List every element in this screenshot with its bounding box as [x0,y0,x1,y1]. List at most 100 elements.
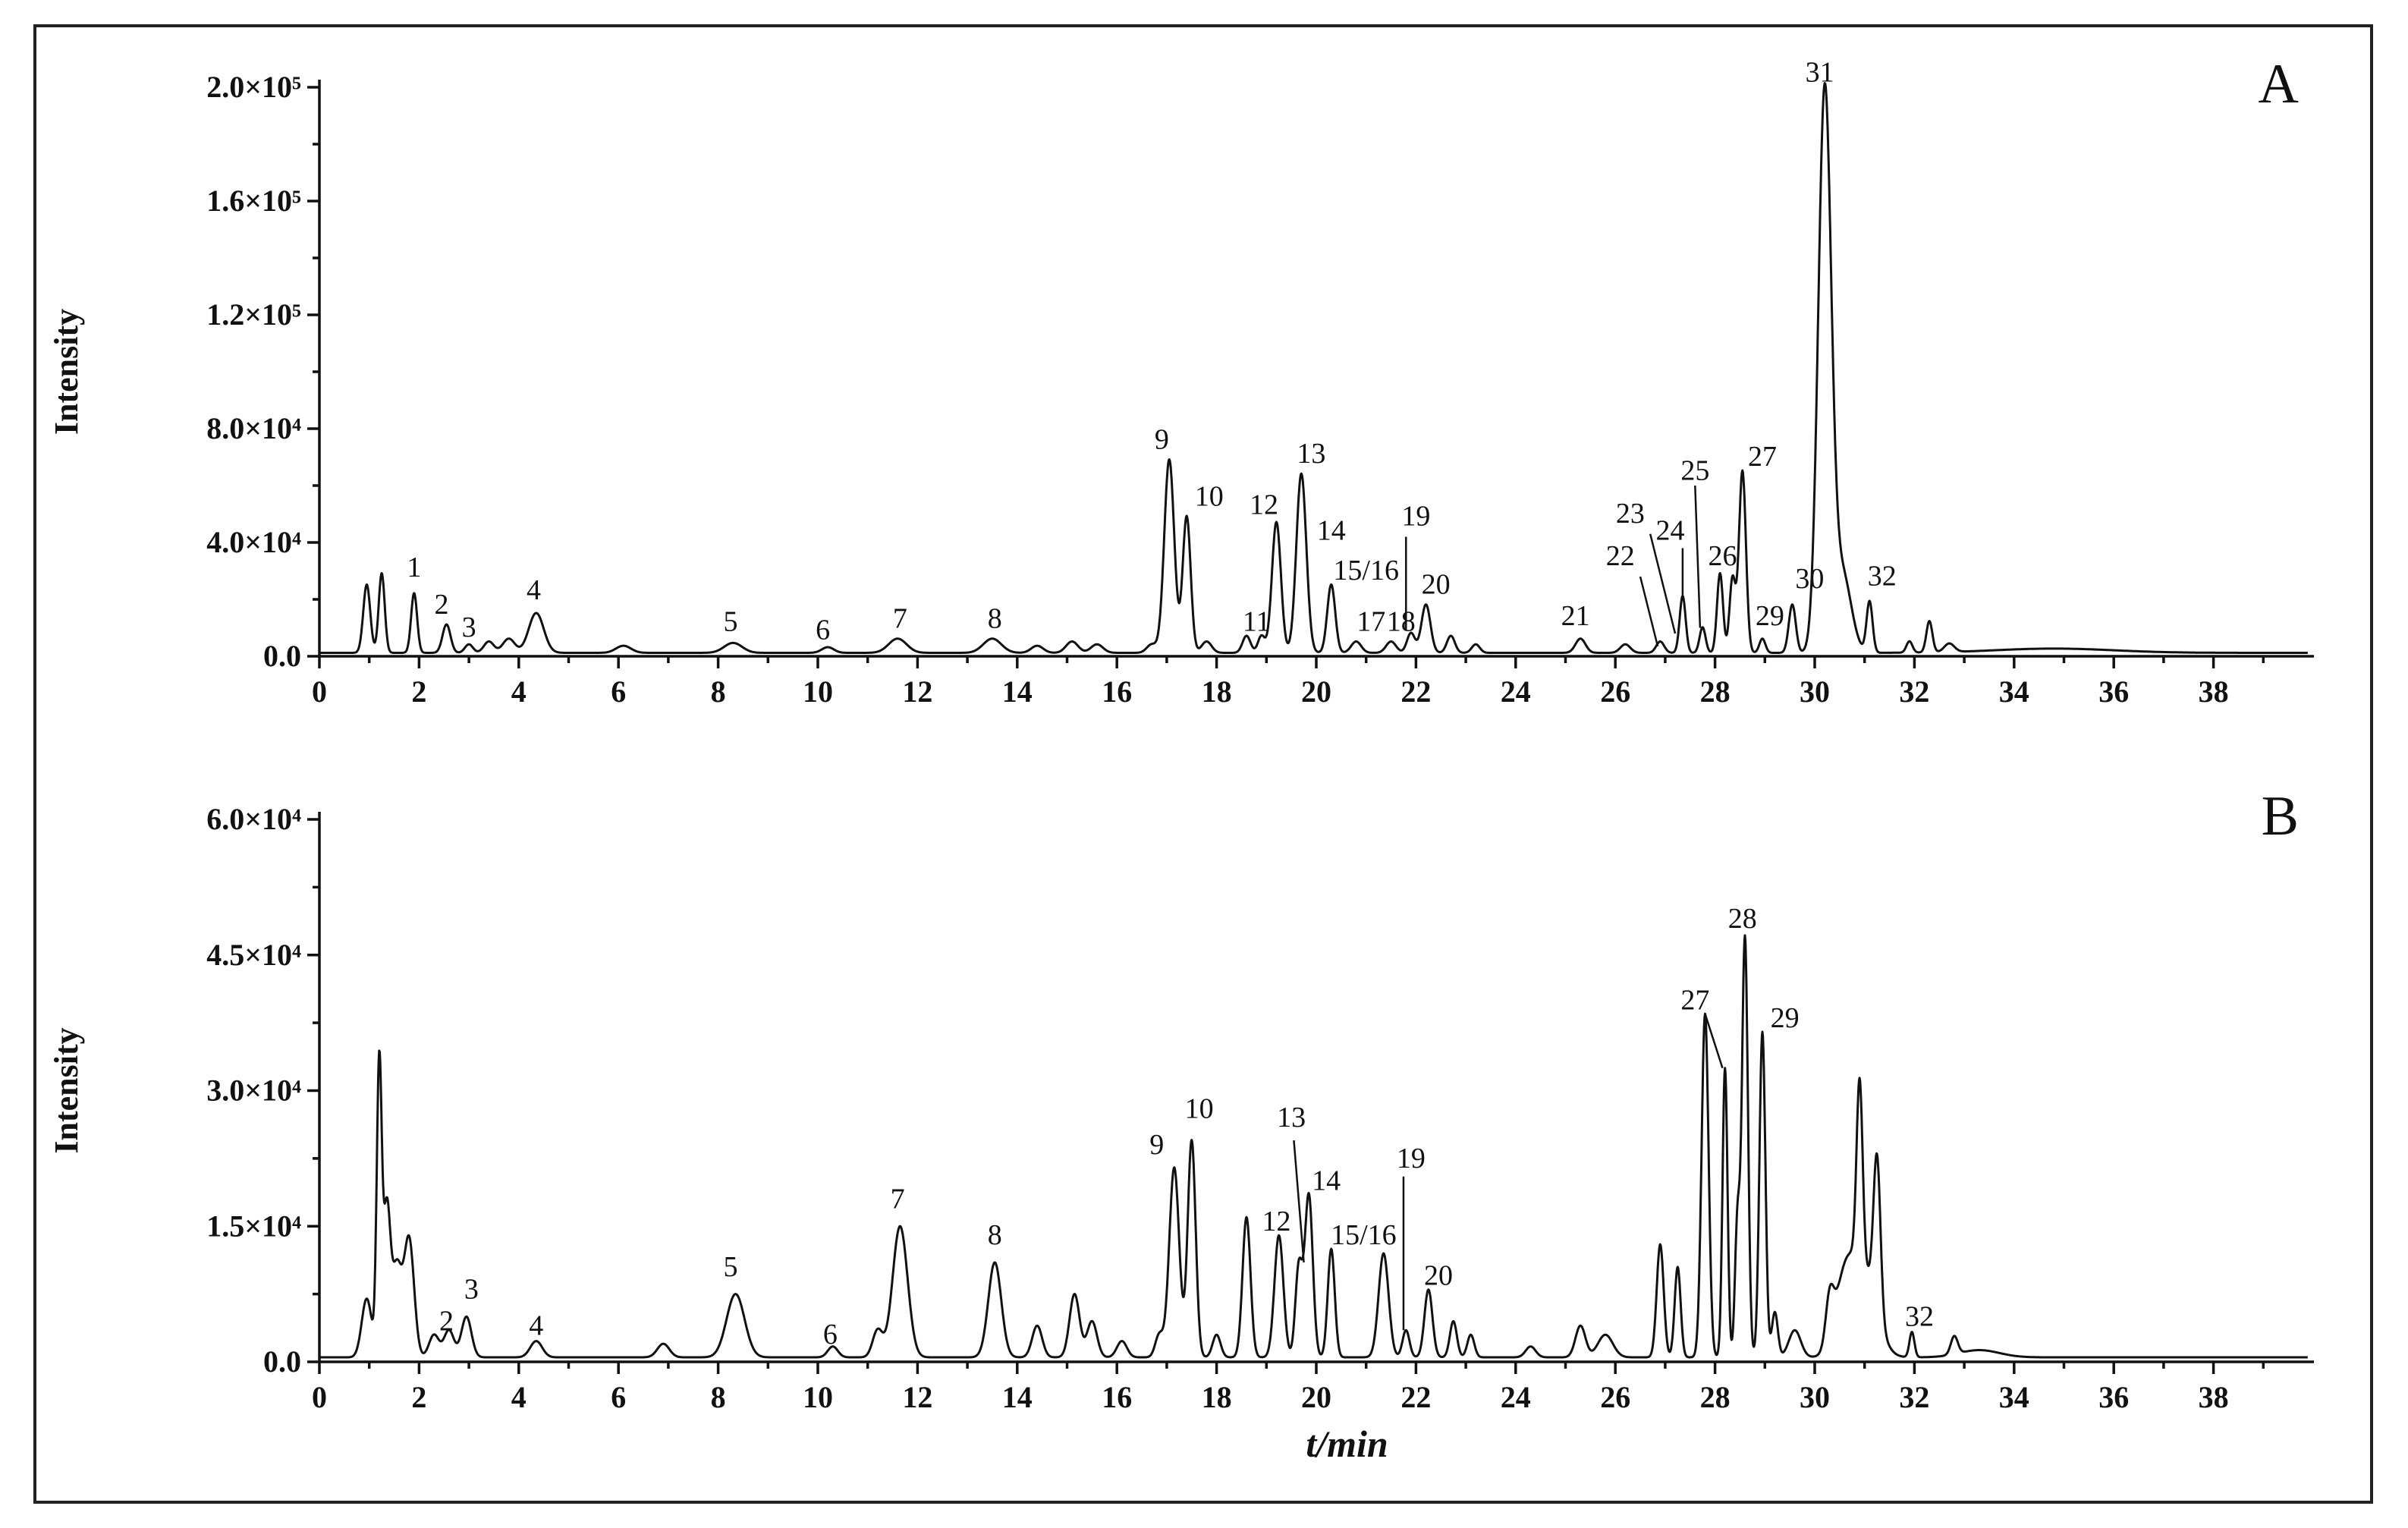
peak-label: 14 [1312,1165,1341,1197]
peak-leader-line [1694,485,1702,628]
x-tick-label: 18 [1202,1380,1232,1414]
y-tick-label: 2.0×10⁵ [206,70,301,104]
peak-label: 8 [988,1219,1002,1251]
peak-label: 17 [1356,605,1385,637]
x-tick-label: 16 [1102,1380,1132,1414]
peak-label: 2 [434,589,448,621]
peak-label: 32 [1868,560,1897,592]
peak-label: 23 [1616,498,1645,530]
x-tick-label: 4 [511,1380,527,1414]
peak-label: 30 [1795,563,1824,595]
x-tick-label: 6 [611,1380,626,1414]
x-tick-label: 14 [1002,674,1033,709]
y-tick-label: 1.6×10⁵ [206,184,301,218]
x-tick-label: 24 [1501,1380,1531,1414]
peak-leader-line [1649,533,1677,634]
peak-label: 20 [1422,569,1451,601]
peak-leader-line [1293,1140,1305,1263]
figure-frame [33,24,2373,1504]
x-tick-label: 30 [1800,1380,1830,1414]
y-tick-label: 1.5×10⁴ [206,1209,301,1243]
peak-label: 9 [1149,1129,1164,1161]
x-tick-label: 20 [1301,1380,1331,1414]
y-axis-label: Intensity [48,309,85,435]
x-tick-label: 16 [1102,674,1132,709]
y-tick-label: 8.0×10⁴ [206,411,301,445]
peak-label: 13 [1297,438,1325,470]
y-tick-label: 4.5×10⁴ [206,938,301,972]
y-tick-label: 0.0 [263,639,301,673]
x-tick-label: 14 [1002,1380,1033,1414]
peak-label: 27 [1748,441,1777,473]
peak-label: 15/16 [1333,555,1399,586]
peak-label: 4 [529,1309,543,1341]
peak-leader-line [1639,576,1659,647]
peak-label: 1 [407,552,421,583]
peak-label: 29 [1771,1002,1800,1034]
x-tick-label: 22 [1400,674,1431,709]
y-tick-label: 0.0 [263,1344,301,1379]
x-tick-label: 36 [2098,1380,2129,1414]
x-tick-label: 6 [611,674,626,709]
peak-label: 22 [1606,540,1635,572]
x-tick-label: 0 [312,1380,327,1414]
x-tick-label: 38 [2199,674,2229,709]
x-tick-label: 26 [1600,1380,1630,1414]
x-tick-label: 26 [1600,674,1630,709]
peak-label: 15/16 [1331,1219,1397,1251]
x-tick-label: 32 [1899,674,1929,709]
x-tick-label: 10 [803,674,833,709]
peak-label: 13 [1277,1102,1306,1133]
peak-label: 10 [1195,480,1224,512]
peak-label: 3 [462,612,476,643]
peak-label: 14 [1317,514,1346,546]
x-tick-label: 2 [411,674,426,709]
peak-label: 10 [1185,1093,1214,1124]
x-tick-label: 18 [1202,674,1232,709]
x-tick-label: 8 [711,674,726,709]
peak-label: 11 [1243,605,1271,637]
peak-label: 12 [1250,489,1278,521]
x-tick-label: 12 [902,674,932,709]
x-tick-label: 4 [511,674,527,709]
peak-label: 9 [1155,423,1169,455]
x-axis-label: t/min [1306,1423,1388,1465]
y-axis-label: Intensity [48,1027,85,1153]
x-tick-label: 32 [1899,1380,1929,1414]
x-tick-label: 20 [1301,674,1331,709]
peak-label: 5 [724,605,738,637]
x-tick-label: 30 [1800,674,1830,709]
peak-label: 8 [988,603,1002,635]
x-tick-label: 8 [711,1380,726,1414]
peak-label: 25 [1680,455,1709,487]
panel-label: B [2262,785,2299,847]
panel-label: A [2259,53,2299,115]
peak-label: 6 [823,1319,838,1350]
peak-label: 7 [891,1183,905,1215]
peak-label: 21 [1561,600,1590,632]
x-tick-label: 28 [1700,1380,1731,1414]
peak-label: 24 [1655,514,1684,546]
y-tick-label: 1.2×10⁵ [206,297,301,332]
chromatogram-trace [319,934,2309,1359]
peak-label: 19 [1397,1143,1426,1174]
peak-label: 7 [893,603,907,635]
chromatogram-panel-a: 0.0 4.0×10⁴ 8.0×10⁴ 1.2×10⁵ 1.6×10⁵ 2.0×10⁵ 0 2… [48,53,2314,709]
x-tick-label: 0 [312,674,327,709]
peak-leader-line [1704,1013,1724,1069]
peak-label: 18 [1387,605,1416,637]
peak-label: 32 [1905,1300,1934,1332]
peak-label: 31 [1806,57,1834,89]
x-tick-label: 10 [803,1380,833,1414]
peak-label: 6 [816,615,830,646]
peak-label: 4 [527,574,541,606]
x-tick-label: 36 [2098,674,2129,709]
peak-label: 2 [439,1305,454,1337]
x-tick-label: 12 [902,1380,932,1414]
chromatogram-trace [319,82,2309,654]
x-tick-label: 2 [411,1380,426,1414]
peak-label: 12 [1262,1206,1290,1237]
peak-label: 27 [1680,984,1709,1016]
